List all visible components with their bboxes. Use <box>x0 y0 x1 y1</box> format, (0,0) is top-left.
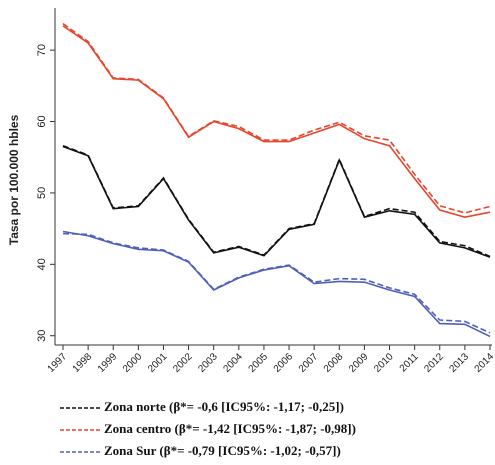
line-series <box>62 232 491 334</box>
x-tick-label: 2000 <box>121 351 145 375</box>
x-tick-label: 2006 <box>272 351 296 375</box>
legend-label: Zona norte (β*= -0,6 [IC95%: -1,17; -0,2… <box>104 399 344 414</box>
y-tick-label: 30 <box>36 330 48 342</box>
line-series <box>62 25 491 219</box>
line-series <box>62 230 491 338</box>
legend-label: Zona centro (β*= -1,42 [IC95%: -1,87; -0… <box>104 421 356 436</box>
x-tick-label: 2008 <box>322 351 346 375</box>
x-tick-label: 2012 <box>422 351 446 375</box>
line-series <box>62 145 491 258</box>
x-tick-label: 2007 <box>297 351 321 375</box>
x-tick-label: 2003 <box>196 351 220 375</box>
x-tick-label: 2001 <box>146 351 170 375</box>
line-series <box>62 23 491 214</box>
x-tick-label: 2004 <box>221 351 245 375</box>
x-tick-label: 2011 <box>398 351 421 374</box>
y-tick-label: 40 <box>36 258 48 270</box>
y-tick-label: 60 <box>36 115 48 127</box>
y-axis-label: Tasa por 100.000 hbles <box>7 114 21 245</box>
y-tick-label: 70 <box>36 44 48 56</box>
x-tick-label: 1997 <box>46 351 70 375</box>
x-tick-label: 2014 <box>473 351 495 375</box>
legend-label: Zona Sur (β*= -0,79 [IC95%: -1,02; -0,57… <box>104 443 341 458</box>
y-tick-label: 50 <box>36 187 48 199</box>
x-tick-label: 2005 <box>247 351 271 375</box>
line-series <box>62 145 491 258</box>
x-tick-label: 2002 <box>171 351 195 375</box>
x-tick-label: 2010 <box>372 351 396 375</box>
x-tick-label: 2013 <box>447 351 471 375</box>
x-tick-label: 1999 <box>96 351 120 375</box>
x-tick-label: 2009 <box>347 351 371 375</box>
x-tick-label: 1998 <box>71 351 95 375</box>
